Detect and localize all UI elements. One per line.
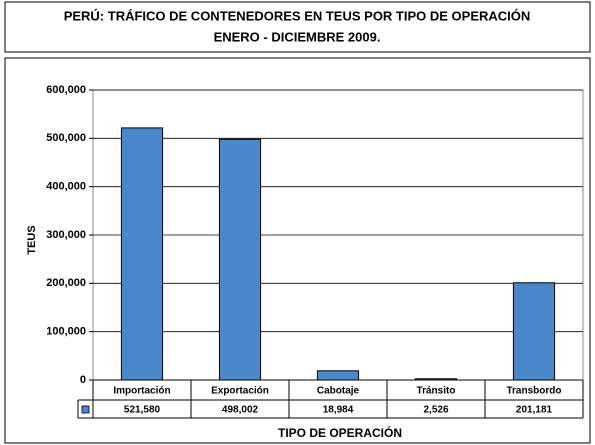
y-tick-label: 500,000 xyxy=(46,132,86,144)
legend-key xyxy=(81,405,90,414)
title-box xyxy=(4,1,591,53)
bar xyxy=(512,282,556,381)
y-tick-label: 0 xyxy=(80,374,86,386)
y-tick-label: 300,000 xyxy=(46,229,86,241)
bar xyxy=(120,127,164,381)
value-label: 201,181 xyxy=(516,405,553,416)
x-tick-label: Transbordo xyxy=(506,386,561,397)
y-tick-label: 100,000 xyxy=(46,326,86,338)
y-tick-label: 200,000 xyxy=(46,277,86,289)
bar xyxy=(414,378,458,381)
chart-title: PERÚ: TRÁFICO DE CONTENEDORES EN TEUS PO… xyxy=(64,8,531,23)
x-axis-title: TIPO DE OPERACIÓN xyxy=(278,425,402,440)
bar xyxy=(218,138,262,381)
y-tick-label: 400,000 xyxy=(46,181,86,193)
x-tick-label: Exportación xyxy=(211,386,269,397)
value-label: 521,580 xyxy=(124,405,161,416)
y-tick-label: 600,000 xyxy=(46,84,86,96)
x-tick-label: Tránsito xyxy=(417,386,456,397)
y-axis-title: TEUS xyxy=(26,225,38,254)
bar xyxy=(316,370,360,381)
x-tick-label: Cabotaje xyxy=(317,386,360,397)
value-label: 18,984 xyxy=(323,405,354,416)
value-label: 2,526 xyxy=(423,405,448,416)
x-tick-label: Importación xyxy=(113,386,170,397)
value-label: 498,002 xyxy=(222,405,259,416)
chart-subtitle: ENERO - DICIEMBRE 2009. xyxy=(214,29,381,44)
